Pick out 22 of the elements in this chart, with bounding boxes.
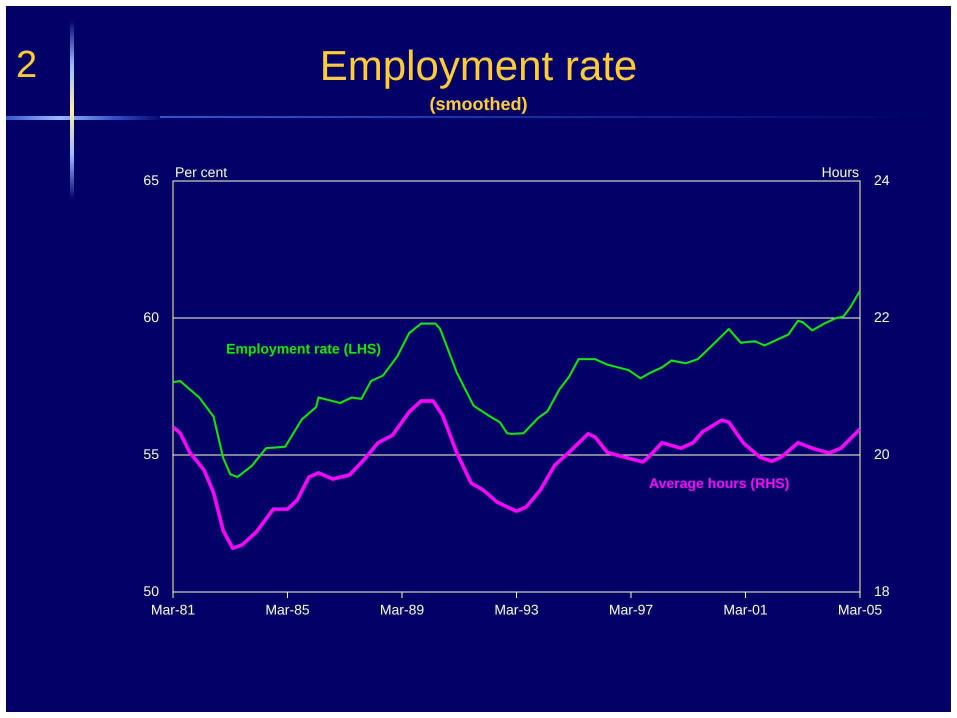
y-tick-label: 55	[143, 446, 160, 462]
y2-tick-label: 22	[874, 308, 890, 325]
y-tick-label: 60	[143, 308, 160, 325]
x-tick-label: Mar-05	[838, 601, 882, 618]
y-tick-label: 65	[143, 172, 160, 188]
x-tick-label: Mar-93	[494, 601, 539, 618]
chart-subtitle: (smoothed)	[428, 94, 528, 115]
y-axis-title: Per cent	[175, 164, 228, 180]
x-tick-label: Mar-97	[608, 601, 654, 618]
x-tick-label: Mar-85	[265, 601, 310, 618]
y2-axis-title: Hours	[822, 164, 859, 180]
chart-title: Employment rate	[320, 42, 638, 89]
y2-tick-label: 24	[874, 172, 890, 188]
series-label: Employment rate (LHS)	[226, 340, 381, 356]
x-tick-label: Mar-01	[723, 601, 768, 618]
y2-tick-label: 20	[874, 446, 890, 462]
y2-tick-label: 18	[874, 582, 890, 599]
y-tick-label: 50	[143, 582, 160, 599]
text: 2	[16, 44, 38, 87]
series-label: Average hours (RHS)	[649, 474, 790, 491]
x-tick-label: Mar-89	[380, 601, 424, 618]
x-tick-label: Mar-81	[150, 601, 196, 618]
